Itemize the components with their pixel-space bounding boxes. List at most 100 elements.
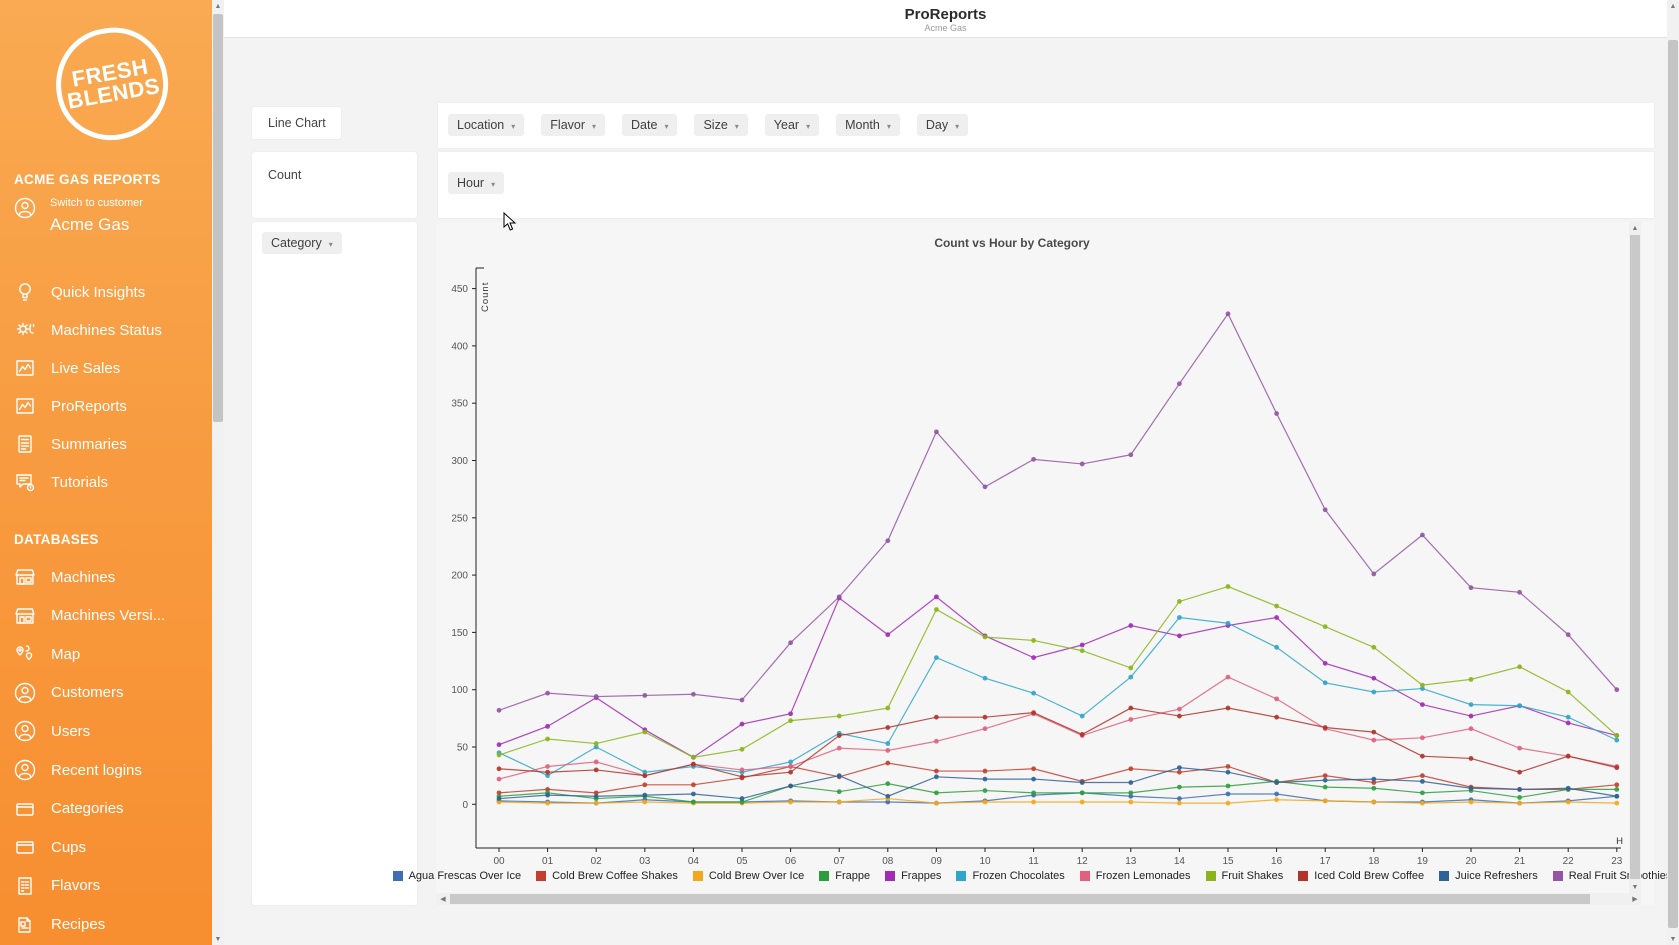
sidebar-scroll-thumb[interactable] xyxy=(213,14,223,422)
filter-chip-flavor[interactable]: Flavor xyxy=(541,114,605,136)
chart-type-card[interactable]: Line Chart xyxy=(252,107,341,139)
legend-item-frappes[interactable]: Frappes xyxy=(885,870,941,882)
window-scroll-thumb[interactable] xyxy=(1668,40,1678,928)
filter-chip-month[interactable]: Month xyxy=(836,114,900,136)
sidebar-item-live-sales[interactable]: Live Sales xyxy=(12,353,202,383)
svg-text:02: 02 xyxy=(591,856,603,867)
measure-card[interactable]: Count xyxy=(252,152,417,218)
svg-text:100: 100 xyxy=(451,685,468,696)
sidebar-item-machines[interactable]: Machines xyxy=(12,562,202,592)
legend-swatch-icon xyxy=(1206,871,1216,881)
switch-to-customer[interactable]: Switch to customer Acme Gas xyxy=(12,195,143,235)
legend-item-cold-brew-coffee-shakes[interactable]: Cold Brew Coffee Shakes xyxy=(536,870,678,882)
svg-text:11: 11 xyxy=(1028,856,1039,867)
filter-chip-size[interactable]: Size xyxy=(694,114,747,136)
category-chip-label: Category xyxy=(271,236,322,250)
filter-chip-date[interactable]: Date xyxy=(622,114,677,136)
legend-item-fruit-shakes[interactable]: Fruit Shakes xyxy=(1206,870,1284,882)
sidebar-item-proreports[interactable]: ProReports xyxy=(12,391,202,421)
sidebar-item-summaries[interactable]: Summaries xyxy=(12,429,202,459)
sidebar-item-label: Categories xyxy=(51,800,124,817)
map-icon xyxy=(12,641,38,667)
hour-chip[interactable]: Hour xyxy=(448,172,504,194)
sidebar-item-label: Cups xyxy=(51,839,86,856)
chevron-down-icon xyxy=(511,118,515,132)
chevron-down-icon xyxy=(887,118,891,132)
chevron-down-icon xyxy=(735,118,739,132)
sidebar-item-users[interactable]: Users xyxy=(12,716,202,746)
sidebar-scrollbar[interactable]: ▲ ▼ xyxy=(212,0,224,945)
svg-text:350: 350 xyxy=(451,399,468,410)
sidebar-item-flavors[interactable]: Flavors xyxy=(12,871,202,901)
scroll-left-icon[interactable]: ◀ xyxy=(437,893,449,905)
sidebar-item-recent-logins[interactable]: Recent logins xyxy=(12,755,202,785)
filters-band: Location Flavor Date Size Year Month Day xyxy=(438,103,1654,148)
legend-item-cold-brew-over-ice[interactable]: Cold Brew Over Ice xyxy=(693,870,804,882)
chart-hscroll-thumb[interactable] xyxy=(450,894,1590,904)
legend-swatch-icon xyxy=(819,871,829,881)
chart-vscroll-thumb[interactable] xyxy=(1630,235,1640,879)
scroll-down-icon[interactable]: ▼ xyxy=(1629,881,1641,893)
customer-name: Acme Gas xyxy=(50,215,143,235)
filter-chip-location[interactable]: Location xyxy=(448,114,524,136)
chart-type-label: Line Chart xyxy=(268,116,341,130)
sidebar-item-recipes[interactable]: Recipes xyxy=(12,909,202,939)
filter-chip-label: Location xyxy=(457,118,504,132)
window-scrollbar[interactable]: ▲ ▼ xyxy=(1667,0,1679,945)
databases-section-title: DATABASES xyxy=(14,532,99,547)
sidebar-item-machines-status[interactable]: Machines Status xyxy=(12,315,202,345)
scroll-right-icon[interactable]: ▶ xyxy=(1629,893,1641,905)
chevron-down-icon xyxy=(664,118,668,132)
svg-text:16: 16 xyxy=(1271,856,1283,867)
sidebar-item-label: Customers xyxy=(51,684,124,701)
sidebar-item-tutorials[interactable]: Tutorials xyxy=(12,467,202,497)
svg-text:04: 04 xyxy=(688,856,700,867)
svg-text:07: 07 xyxy=(834,856,846,867)
sidebar-item-quick-insights[interactable]: Quick Insights xyxy=(12,277,202,307)
sidebar-item-cups[interactable]: Cups xyxy=(12,832,202,862)
sidebar-item-label: Recipes xyxy=(51,916,105,933)
legend-item-real-fruit-smoothies[interactable]: Real Fruit Smoothies xyxy=(1553,870,1672,882)
sidebar-item-machines-versi[interactable]: Machines Versi... xyxy=(12,601,202,631)
legend-item-agua-frescas-over-ice[interactable]: Agua Frescas Over Ice xyxy=(393,870,522,882)
legend-item-frozen-lemonades[interactable]: Frozen Lemonades xyxy=(1080,870,1191,882)
sidebar-item-map[interactable]: Map xyxy=(12,639,202,669)
store-icon xyxy=(12,564,38,590)
sidebar: FRESH BLENDS ACME GAS REPORTS Switch to … xyxy=(0,0,212,945)
legend-swatch-icon xyxy=(1553,871,1563,881)
filter-chip-label: Month xyxy=(845,118,880,132)
scroll-up-icon[interactable]: ▲ xyxy=(1667,0,1679,12)
legend-item-juice-refreshers[interactable]: Juice Refreshers xyxy=(1439,870,1538,882)
person-icon xyxy=(12,757,38,783)
chevron-down-icon xyxy=(491,176,495,190)
store-icon xyxy=(12,603,38,629)
chevron-down-icon xyxy=(955,118,959,132)
legend-item-frozen-chocolates[interactable]: Frozen Chocolates xyxy=(956,870,1064,882)
svg-text:H: H xyxy=(1616,836,1623,847)
sidebar-item-customers[interactable]: Customers xyxy=(12,678,202,708)
svg-text:17: 17 xyxy=(1320,856,1332,867)
sidebar-item-label: Live Sales xyxy=(51,360,120,377)
legend-label: Iced Cold Brew Coffee xyxy=(1314,870,1424,882)
folder-icon xyxy=(12,834,38,860)
sidebar-item-label: Flavors xyxy=(51,877,100,894)
category-chip[interactable]: Category xyxy=(262,232,342,254)
sidebar-item-label: ProReports xyxy=(51,398,127,415)
legend-item-iced-cold-brew-coffee[interactable]: Iced Cold Brew Coffee xyxy=(1298,870,1424,882)
sidebar-item-categories[interactable]: Categories xyxy=(12,794,202,824)
legend-label: Juice Refreshers xyxy=(1455,870,1538,882)
list-icon xyxy=(12,873,38,899)
legend-item-frappe[interactable]: Frappe xyxy=(819,870,870,882)
fresh-blends-logo: FRESH BLENDS xyxy=(56,28,168,140)
svg-text:15: 15 xyxy=(1222,856,1234,867)
svg-text:06: 06 xyxy=(785,856,797,867)
scroll-down-icon[interactable]: ▼ xyxy=(212,933,224,945)
chart-horizontal-scrollbar[interactable]: ◀ ▶ xyxy=(437,893,1641,905)
filter-chip-day[interactable]: Day xyxy=(917,114,968,136)
filter-chip-year[interactable]: Year xyxy=(765,114,819,136)
chart-vertical-scrollbar[interactable]: ▲ ▼ xyxy=(1629,222,1641,893)
svg-text:12: 12 xyxy=(1077,856,1089,867)
scroll-up-icon[interactable]: ▲ xyxy=(1629,222,1641,234)
scroll-down-icon[interactable]: ▼ xyxy=(1667,933,1679,945)
scroll-up-icon[interactable]: ▲ xyxy=(212,0,224,12)
